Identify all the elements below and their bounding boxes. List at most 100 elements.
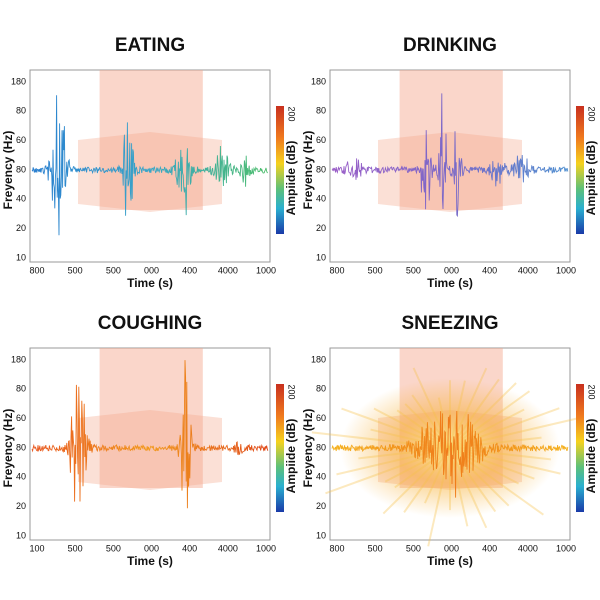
y-tick-label: 10 [316, 252, 326, 262]
ray [341, 407, 451, 449]
highlight [99, 70, 203, 210]
y-tick-label: 20 [316, 501, 326, 511]
y-tick-label: 80 [16, 164, 26, 174]
ray [412, 367, 451, 449]
x-tick-label: 1000 [556, 543, 576, 553]
x-tick-label: 1000 [556, 265, 576, 275]
glow [340, 378, 560, 518]
x-tick-label: 1000 [256, 265, 276, 275]
x-tick-label: 4000 [218, 543, 238, 553]
colorbar [276, 106, 284, 234]
ray [449, 390, 531, 449]
y-tick-label: 40 [16, 472, 26, 482]
colorbar-label: Ampiide (dB) [584, 419, 598, 494]
x-axis-label: Time (s) [127, 554, 173, 568]
x-axis-label: Time (s) [427, 554, 473, 568]
x-tick-label: 500 [406, 265, 421, 275]
y-tick-label: 40 [316, 472, 326, 482]
x-tick-label: 500 [68, 265, 83, 275]
y-axis-label: Freyency (Hz) [301, 131, 315, 210]
colorbar-label: Ampiide (dB) [584, 141, 598, 216]
x-tick-label: 4000 [518, 265, 538, 275]
y-axis-label: Freyency (Hz) [301, 409, 315, 488]
x-tick-label: 000 [144, 265, 159, 275]
ray [449, 447, 535, 480]
colorbar-label: Ampiide (dB) [284, 419, 298, 494]
waveform [31, 95, 269, 236]
y-tick-label: 60 [316, 135, 326, 145]
x-tick-label: 400 [182, 265, 197, 275]
ray [358, 447, 451, 460]
y-tick-label: 60 [16, 135, 26, 145]
chart-title: COUGHING [98, 313, 203, 334]
x-tick-label: 000 [444, 265, 459, 275]
x-tick-label: 400 [482, 265, 497, 275]
y-tick-label: 10 [16, 530, 26, 540]
x-tick-label: 800 [29, 265, 44, 275]
ray [394, 447, 451, 489]
y-tick-label: 60 [16, 413, 26, 423]
ray [370, 428, 451, 449]
y-tick-label: 180 [11, 76, 26, 86]
x-tick-label: 500 [406, 543, 421, 553]
x-tick-label: 500 [106, 265, 121, 275]
x-tick-label: 500 [106, 543, 121, 553]
ray [449, 447, 497, 513]
colorbar-label: Ampiide (dB) [284, 141, 298, 216]
y-tick-label: 60 [316, 413, 326, 423]
x-tick-label: 800 [329, 543, 344, 553]
waveform [331, 93, 569, 218]
plot-frame [29, 347, 271, 541]
chart-title: DRINKING [403, 35, 497, 56]
y-tick-label: 10 [316, 530, 326, 540]
x-tick-label: 800 [329, 265, 344, 275]
ray [384, 447, 451, 483]
x-tick-label: 4000 [518, 543, 538, 553]
y-tick-label: 20 [316, 223, 326, 233]
y-axis-label: Freyency (Hz) [1, 131, 15, 210]
x-tick-label: 4000 [218, 265, 238, 275]
y-tick-label: 80 [316, 106, 326, 116]
x-axis-label: Time (s) [427, 276, 473, 290]
y-tick-label: 80 [316, 384, 326, 394]
x-tick-label: 400 [482, 543, 497, 553]
waveform [31, 360, 269, 509]
ray [449, 382, 517, 449]
ray [373, 407, 451, 449]
y-axis-label: Freyency (Hz) [1, 409, 15, 488]
y-tick-label: 20 [16, 223, 26, 233]
y-tick-label: 180 [11, 354, 26, 364]
ray [449, 407, 560, 449]
y-tick-label: 40 [16, 194, 26, 204]
ray [449, 447, 561, 475]
y-tick-label: 20 [16, 501, 26, 511]
x-tick-label: 000 [144, 543, 159, 553]
colorbar-tick-label: 200 [587, 106, 597, 121]
x-tick-label: 500 [68, 543, 83, 553]
y-tick-label: 80 [316, 442, 326, 452]
x-tick-label: 500 [368, 543, 383, 553]
x-axis-label: Time (s) [127, 276, 173, 290]
y-tick-label: 80 [316, 164, 326, 174]
chart-title: EATING [115, 35, 185, 56]
x-tick-label: 1000 [256, 543, 276, 553]
highlight [399, 70, 503, 210]
colorbar-tick-label: 200 [587, 384, 597, 399]
y-tick-label: 80 [16, 442, 26, 452]
x-tick-label: 400 [182, 543, 197, 553]
x-tick-label: 100 [29, 543, 44, 553]
colorbar [576, 106, 584, 234]
y-tick-label: 40 [316, 194, 326, 204]
chart-title: SNEEZING [401, 313, 498, 334]
y-tick-label: 180 [311, 76, 326, 86]
colorbar [576, 384, 584, 512]
ray [403, 447, 451, 513]
y-tick-label: 180 [311, 354, 326, 364]
ray [382, 447, 451, 515]
colorbar [276, 384, 284, 512]
x-tick-label: 500 [368, 265, 383, 275]
